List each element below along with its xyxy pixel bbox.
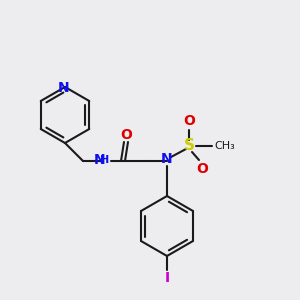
- Text: N: N: [94, 153, 106, 167]
- Text: O: O: [183, 114, 195, 128]
- Text: O: O: [120, 128, 132, 142]
- Text: N: N: [161, 152, 173, 166]
- Text: H: H: [100, 155, 109, 165]
- Text: O: O: [196, 162, 208, 176]
- Text: I: I: [164, 271, 169, 285]
- Text: N: N: [58, 81, 70, 95]
- Text: CH₃: CH₃: [214, 141, 236, 151]
- Text: S: S: [184, 139, 194, 154]
